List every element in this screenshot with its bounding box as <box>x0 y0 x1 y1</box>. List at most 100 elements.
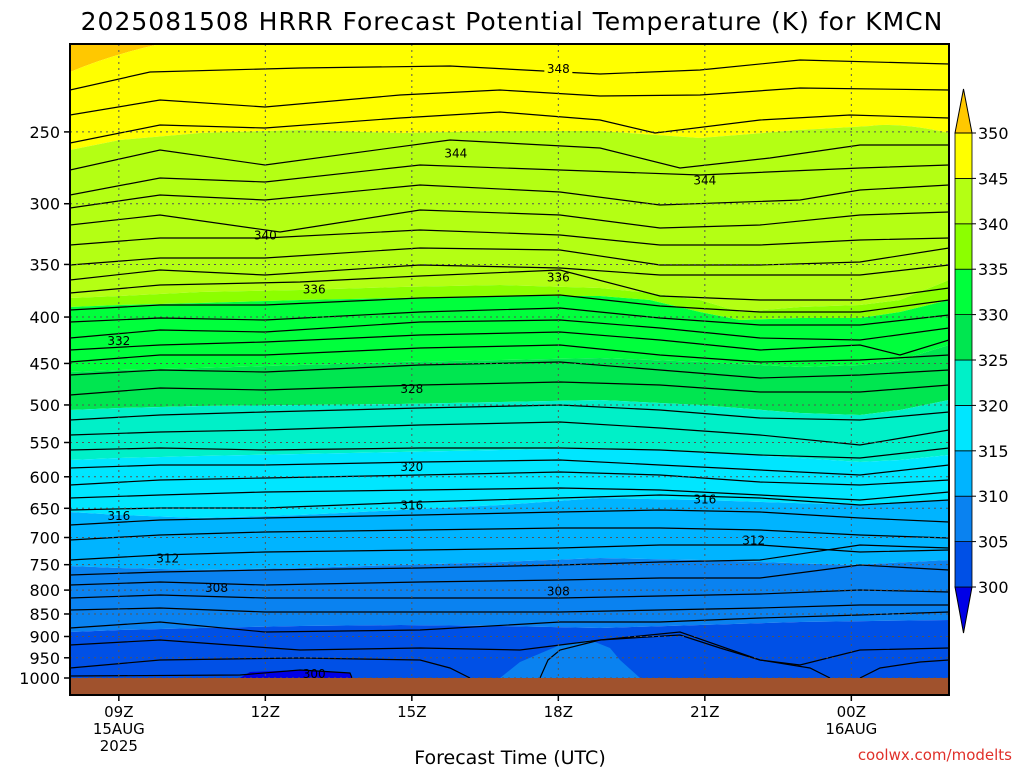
credit-text: coolwx.com/modelts <box>858 746 1012 764</box>
contour-line <box>70 564 949 586</box>
contour-line <box>70 447 949 459</box>
y-tick-label: 700 <box>29 528 60 547</box>
x-tick-label: 12Z <box>251 703 280 721</box>
colorbar-segment <box>954 268 973 316</box>
contour-line <box>70 657 471 678</box>
chart-title: 2025081508 HRRR Forecast Potential Tempe… <box>81 7 944 36</box>
colorbar-high-arrow <box>954 88 973 134</box>
contour-line <box>70 164 949 196</box>
ground-surface <box>70 678 949 695</box>
colorbar-segment <box>954 450 973 497</box>
contour-label: 348 <box>547 62 570 76</box>
contour-line <box>70 319 949 341</box>
contour-labels: 348 344 344 340 336 336 332 328 320 316 316 316 312 3… <box>107 61 765 681</box>
x-tick-label: 2025 <box>100 737 138 755</box>
colorbar-segment <box>954 314 973 361</box>
colorbar-segment <box>954 404 973 452</box>
colorbar-label: 335 <box>978 260 1009 279</box>
contour-label: 300 <box>303 667 326 681</box>
contour-label: 316 <box>400 498 423 512</box>
y-tick-label: 900 <box>29 627 60 646</box>
contour-label: 308 <box>205 581 228 595</box>
x-tick-label: 16AUG <box>825 720 877 738</box>
plot-frame <box>69 43 950 696</box>
y-tick-label: 650 <box>29 499 60 518</box>
contour-line <box>70 344 949 363</box>
y-axis: 250 300 350 400 450 500 550 600 650 700 750 800 850 9… <box>19 123 70 688</box>
filled-contours <box>70 44 949 678</box>
band-325-330 <box>70 345 949 415</box>
colorbar-segment <box>954 177 973 225</box>
y-tick-label: 550 <box>29 433 60 452</box>
contour-line <box>70 87 949 116</box>
contour-line <box>70 604 949 613</box>
contour-line <box>539 634 831 678</box>
y-tick-label: 1000 <box>19 669 60 688</box>
colorbar-label: 300 <box>978 578 1009 597</box>
contour-label: 308 <box>547 585 570 599</box>
colorbar-label: 315 <box>978 442 1009 461</box>
band-330-335 <box>70 296 949 372</box>
y-tick-label: 500 <box>29 396 60 415</box>
contour-line <box>70 509 949 526</box>
contour-label: 316 <box>107 509 130 523</box>
x-tick-label: 15AUG <box>93 720 145 738</box>
band-315-320 <box>70 448 949 518</box>
colorbar-label: 345 <box>978 169 1009 188</box>
colorbar-label: 310 <box>978 487 1009 506</box>
contour-line <box>70 331 949 356</box>
y-tick-label: 600 <box>29 468 60 487</box>
colorbar-label: 320 <box>978 396 1009 415</box>
colorbar-segment <box>954 132 973 179</box>
y-tick-label: 250 <box>29 123 60 142</box>
y-tick-label: 350 <box>29 255 60 274</box>
contour-line <box>70 247 949 266</box>
contour-line <box>70 527 949 541</box>
contour-line <box>70 589 949 599</box>
contour-label: 344 <box>444 146 467 160</box>
colorbar-label: 350 <box>978 124 1009 143</box>
colorbar-label: 330 <box>978 306 1009 325</box>
contour-line <box>70 111 949 144</box>
contour-label: 312 <box>742 533 765 547</box>
contour-line <box>70 59 949 91</box>
colorbar-label: 305 <box>978 533 1009 552</box>
contour-line <box>70 229 949 246</box>
contour-label: 336 <box>303 283 326 297</box>
x-tick-label: 09Z <box>104 703 133 721</box>
band-305-310-lower-bulge <box>500 640 640 678</box>
y-tick-label: 800 <box>29 581 60 600</box>
contour-line <box>70 139 949 171</box>
colorbar-segment <box>954 223 973 270</box>
contour-line <box>70 264 949 281</box>
contour-line <box>70 381 949 396</box>
contour-line <box>70 544 949 576</box>
contour-line <box>70 494 949 511</box>
contour-line <box>70 459 949 476</box>
x-axis-title: Forecast Time (UTC) <box>414 747 605 768</box>
colorbar: 300 305 310 315 320 325 330 335 340 345 350 <box>954 88 1009 634</box>
contour-line <box>70 421 949 446</box>
colorbar-segment <box>954 541 973 588</box>
contour-line <box>70 269 949 301</box>
contour-line <box>70 184 949 209</box>
grid-lines <box>70 44 949 679</box>
contour-label: 332 <box>107 334 130 348</box>
contour-label: 328 <box>400 382 423 396</box>
x-tick-label: 18Z <box>544 703 573 721</box>
colorbar-label: 340 <box>978 215 1009 234</box>
y-tick-label: 400 <box>29 308 60 327</box>
x-tick-label: 21Z <box>690 703 719 721</box>
contour-line <box>70 471 949 486</box>
x-tick-label: 15Z <box>397 703 426 721</box>
colorbar-low-arrow <box>954 586 973 634</box>
x-tick-label: 00Z <box>837 703 866 721</box>
y-tick-label: 750 <box>29 556 60 575</box>
contour-label: 344 <box>693 174 716 188</box>
y-tick-label: 850 <box>29 605 60 624</box>
contour-label: 316 <box>693 493 716 507</box>
band-300-305 <box>70 620 949 678</box>
colorbar-label: 325 <box>978 351 1009 370</box>
